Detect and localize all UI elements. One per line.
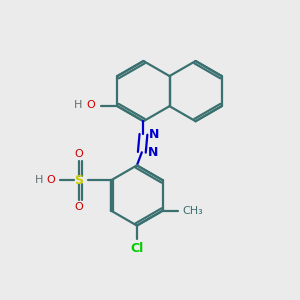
Text: H: H: [74, 100, 82, 110]
Text: H: H: [35, 176, 43, 185]
Text: O: O: [87, 100, 95, 110]
Text: CH₃: CH₃: [183, 206, 203, 215]
Text: O: O: [46, 176, 55, 185]
Text: O: O: [75, 202, 83, 212]
Text: N: N: [149, 128, 160, 141]
Text: O: O: [75, 149, 83, 159]
Text: S: S: [75, 174, 84, 187]
Text: Cl: Cl: [130, 242, 143, 255]
Text: N: N: [148, 146, 158, 159]
